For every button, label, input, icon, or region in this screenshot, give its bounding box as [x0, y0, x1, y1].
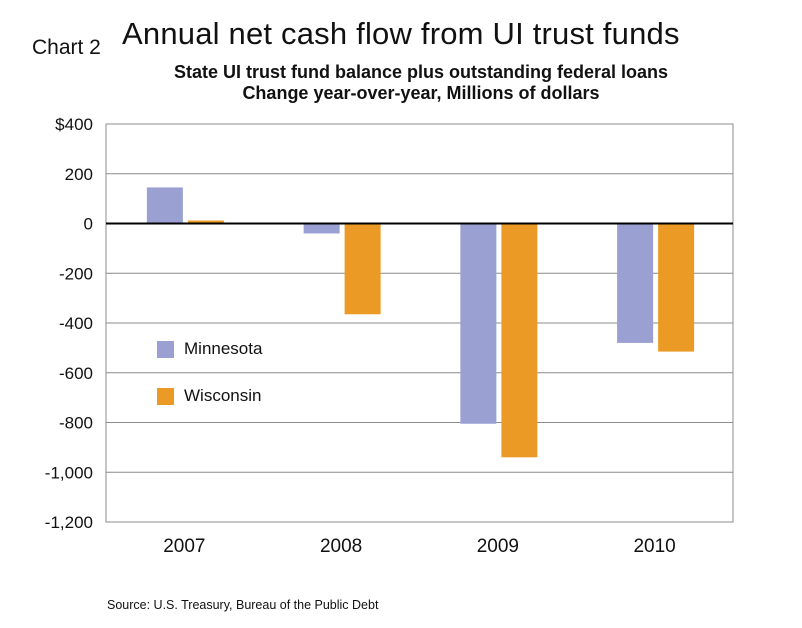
legend-item-minnesota: Minnesota [157, 339, 262, 359]
bars [146, 187, 695, 458]
legend-item-wisconsin: Wisconsin [157, 386, 261, 406]
y-tick-label: -200 [59, 264, 93, 283]
bar-wisconsin-2008 [344, 223, 381, 315]
chart-title: Annual net cash flow from UI trust funds [122, 16, 680, 51]
legend-label-wisconsin: Wisconsin [184, 386, 262, 405]
x-tick-label: 2008 [320, 536, 362, 557]
bar-wisconsin-2009 [501, 223, 538, 458]
y-tick-label: -1,200 [45, 513, 93, 532]
bar-wisconsin-2010 [658, 223, 695, 352]
bar-minnesota-2008 [303, 223, 340, 234]
plot-frame [105, 123, 734, 523]
source-note: Source: U.S. Treasury, Bureau of the Pub… [107, 598, 379, 612]
y-tick-label: 0 [84, 215, 93, 234]
legend-swatch-wisconsin [157, 387, 174, 405]
chart-number: Chart 2 [32, 36, 101, 59]
y-tick-label: -1,000 [45, 463, 93, 482]
legend-swatch-minnesota [157, 340, 174, 358]
x-tick-label: 2009 [477, 536, 519, 557]
axes [105, 123, 734, 523]
y-tick-label: -400 [59, 314, 93, 333]
tick-labels: $400 200 0 -200 -400 -600 -800 -1,000 -1,200 2007… [45, 115, 676, 557]
y-tick-label: 200 [65, 165, 93, 184]
bar-minnesota-2009 [460, 223, 497, 424]
y-tick-label: -600 [59, 364, 93, 383]
chart-subtitle-line2: Change year-over-year, Millions of dolla… [242, 83, 600, 103]
chart-subtitle-line1: State UI trust fund balance plus outstan… [173, 62, 669, 82]
bar-wisconsin-2007 [187, 220, 224, 224]
y-tick-label: $400 [55, 115, 93, 134]
x-tick-label: 2007 [163, 536, 205, 557]
x-tick-label: 2010 [633, 536, 675, 557]
y-tick-label: -800 [59, 414, 93, 433]
bar-minnesota-2007 [146, 187, 183, 224]
bar-minnesota-2010 [617, 223, 654, 343]
legend-label-minnesota: Minnesota [184, 339, 263, 358]
